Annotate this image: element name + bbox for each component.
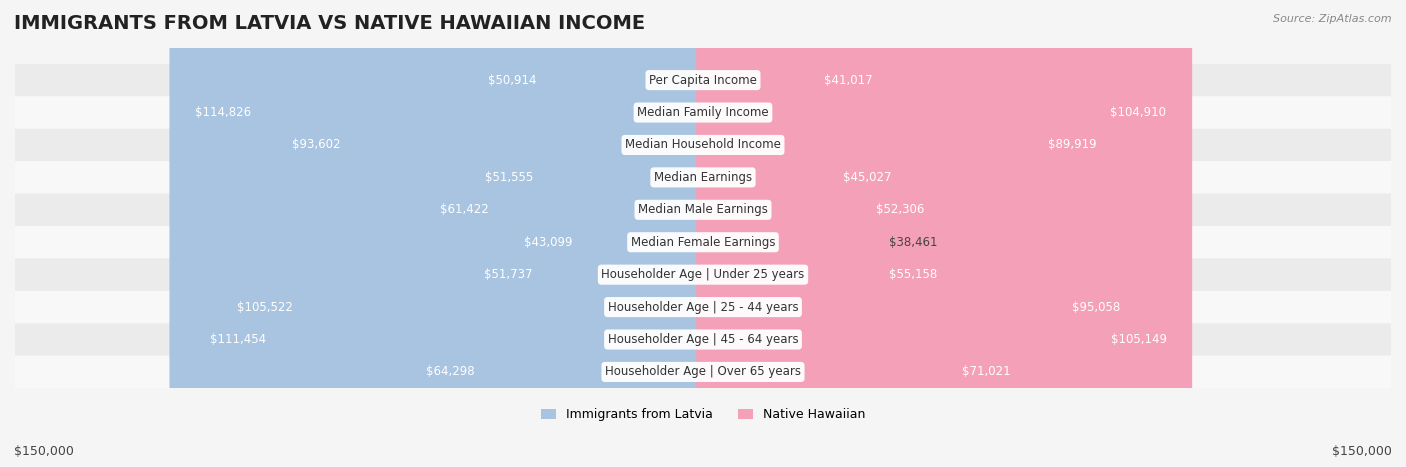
Text: Householder Age | 45 - 64 years: Householder Age | 45 - 64 years [607, 333, 799, 346]
FancyBboxPatch shape [15, 323, 1391, 356]
FancyBboxPatch shape [696, 0, 963, 467]
Text: $52,306: $52,306 [876, 203, 925, 216]
FancyBboxPatch shape [15, 64, 1391, 96]
Text: Householder Age | Under 25 years: Householder Age | Under 25 years [602, 268, 804, 281]
Text: $43,099: $43,099 [523, 236, 572, 249]
Text: Householder Age | Over 65 years: Householder Age | Over 65 years [605, 366, 801, 378]
Text: $51,555: $51,555 [485, 171, 533, 184]
FancyBboxPatch shape [696, 0, 1146, 467]
Text: Per Capita Income: Per Capita Income [650, 74, 756, 86]
FancyBboxPatch shape [170, 0, 710, 467]
Text: $41,017: $41,017 [824, 74, 873, 86]
Text: $45,027: $45,027 [842, 171, 891, 184]
FancyBboxPatch shape [696, 0, 1191, 467]
FancyBboxPatch shape [15, 129, 1391, 161]
Text: $93,602: $93,602 [292, 138, 340, 151]
Text: $105,522: $105,522 [238, 301, 294, 314]
FancyBboxPatch shape [696, 0, 950, 467]
Text: $55,158: $55,158 [890, 268, 938, 281]
Text: $111,454: $111,454 [209, 333, 266, 346]
FancyBboxPatch shape [696, 0, 886, 467]
Legend: Immigrants from Latvia, Native Hawaiian: Immigrants from Latvia, Native Hawaiian [536, 403, 870, 426]
Text: IMMIGRANTS FROM LATVIA VS NATIVE HAWAIIAN INCOME: IMMIGRANTS FROM LATVIA VS NATIVE HAWAIIA… [14, 14, 645, 33]
Text: $38,461: $38,461 [889, 236, 936, 249]
FancyBboxPatch shape [460, 0, 710, 467]
FancyBboxPatch shape [186, 0, 710, 467]
Text: $114,826: $114,826 [194, 106, 250, 119]
Text: Source: ZipAtlas.com: Source: ZipAtlas.com [1274, 14, 1392, 24]
Text: Householder Age | 25 - 44 years: Householder Age | 25 - 44 years [607, 301, 799, 314]
FancyBboxPatch shape [267, 0, 710, 467]
FancyBboxPatch shape [401, 0, 710, 467]
Text: Median Household Income: Median Household Income [626, 138, 780, 151]
FancyBboxPatch shape [415, 0, 710, 467]
Text: $71,021: $71,021 [962, 366, 1011, 378]
Text: Median Earnings: Median Earnings [654, 171, 752, 184]
Text: Median Family Income: Median Family Income [637, 106, 769, 119]
Text: $50,914: $50,914 [488, 74, 536, 86]
Text: Median Female Earnings: Median Female Earnings [631, 236, 775, 249]
FancyBboxPatch shape [15, 258, 1391, 291]
FancyBboxPatch shape [15, 291, 1391, 323]
Text: $51,737: $51,737 [484, 268, 533, 281]
FancyBboxPatch shape [696, 0, 1122, 467]
Text: Median Male Earnings: Median Male Earnings [638, 203, 768, 216]
FancyBboxPatch shape [463, 0, 710, 467]
Text: $61,422: $61,422 [440, 203, 488, 216]
Text: $105,149: $105,149 [1111, 333, 1167, 346]
Text: $64,298: $64,298 [426, 366, 475, 378]
FancyBboxPatch shape [696, 0, 1192, 467]
Text: $150,000: $150,000 [14, 445, 75, 458]
Text: $89,919: $89,919 [1049, 138, 1097, 151]
FancyBboxPatch shape [458, 0, 710, 467]
FancyBboxPatch shape [212, 0, 710, 467]
FancyBboxPatch shape [696, 0, 898, 467]
FancyBboxPatch shape [499, 0, 710, 467]
Text: $95,058: $95,058 [1073, 301, 1121, 314]
FancyBboxPatch shape [15, 226, 1391, 258]
Text: $104,910: $104,910 [1109, 106, 1166, 119]
FancyBboxPatch shape [696, 0, 917, 467]
Text: $150,000: $150,000 [1331, 445, 1392, 458]
FancyBboxPatch shape [15, 194, 1391, 226]
FancyBboxPatch shape [15, 356, 1391, 388]
FancyBboxPatch shape [15, 96, 1391, 129]
FancyBboxPatch shape [15, 161, 1391, 194]
FancyBboxPatch shape [696, 0, 1036, 467]
